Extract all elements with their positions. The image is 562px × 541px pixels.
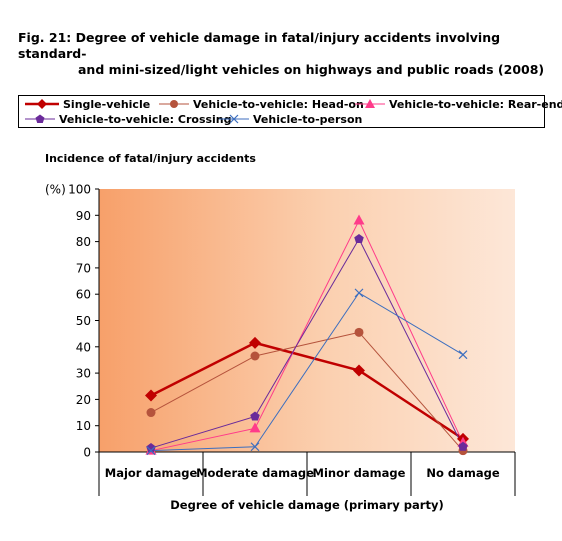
series-line xyxy=(150,292,464,452)
y-tick-label: 70 xyxy=(76,261,91,275)
data-point xyxy=(146,443,156,453)
data-point xyxy=(146,408,156,418)
data-point xyxy=(250,411,260,421)
chart-title: Fig. 21: Degree of vehicle damage in fat… xyxy=(18,30,548,78)
data-point xyxy=(250,442,260,452)
legend-marker-triangle-icon xyxy=(355,99,385,108)
y-tick-label: 10 xyxy=(76,419,91,433)
y-tick-label: 30 xyxy=(76,367,91,381)
data-point xyxy=(145,389,157,402)
series-line xyxy=(150,238,464,449)
title-line-2: and mini-sized/light vehicles on highway… xyxy=(78,62,545,77)
data-point xyxy=(146,446,156,456)
x-tick-label: No damage xyxy=(426,466,499,480)
data-point xyxy=(354,233,364,244)
legend-label: Vehicle-to-vehicle: Crossing xyxy=(59,112,232,126)
x-tick-label: Moderate damage xyxy=(196,466,314,480)
x-tick-label: Major damage xyxy=(105,466,198,480)
y-tick-label: 60 xyxy=(76,288,91,302)
y-tick-label: 0 xyxy=(83,446,91,460)
data-point xyxy=(250,351,260,361)
data-point xyxy=(354,288,364,298)
legend-label: Single-vehicle xyxy=(63,97,151,111)
y-tick-label: 100 xyxy=(68,183,91,197)
y-tick-label: 90 xyxy=(76,209,91,223)
x-axis-title: Degree of vehicle damage (primary party) xyxy=(170,498,443,512)
data-point xyxy=(458,441,468,451)
legend-label: Vehicle-to-person xyxy=(253,112,363,126)
series-line xyxy=(150,331,464,452)
y-unit-label: (%) xyxy=(45,183,66,197)
series-line xyxy=(150,220,464,452)
data-point xyxy=(249,422,261,433)
legend-marker-circle-icon xyxy=(159,100,189,108)
y-tick-label: 80 xyxy=(76,235,91,249)
y-axis-title: Incidence of fatal/injury accidents xyxy=(45,152,256,165)
data-point xyxy=(354,327,364,337)
legend-item-rear-end: Vehicle-to-vehicle: Rear-end xyxy=(355,96,562,112)
legend-marker-diamond-icon xyxy=(25,99,59,109)
legend: Single-vehicle Vehicle-to-vehicle: Head-… xyxy=(18,95,562,128)
series-line xyxy=(150,341,464,440)
legend-marker-x-icon xyxy=(219,114,249,124)
data-point xyxy=(458,350,468,360)
data-point xyxy=(353,364,365,377)
x-tick-label: Minor damage xyxy=(313,466,406,480)
y-tick-label: 50 xyxy=(76,314,91,328)
legend-item-person: Vehicle-to-person xyxy=(219,111,362,127)
legend-label: Vehicle-to-vehicle: Head-on xyxy=(193,97,364,111)
legend-marker-pentagon-icon xyxy=(25,114,55,123)
y-tick-label: 20 xyxy=(76,393,91,407)
data-point xyxy=(249,336,261,349)
legend-item-crossing: Vehicle-to-vehicle: Crossing xyxy=(25,111,232,127)
title-line-1: Fig. 21: Degree of vehicle damage in fat… xyxy=(18,30,501,61)
legend-item-head-on: Vehicle-to-vehicle: Head-on xyxy=(159,96,364,112)
legend-item-single-vehicle: Single-vehicle xyxy=(25,96,150,112)
data-point xyxy=(353,214,365,225)
legend-label: Vehicle-to-vehicle: Rear-end xyxy=(389,97,562,111)
y-tick-label: 40 xyxy=(76,340,91,354)
plot-area xyxy=(99,189,515,452)
